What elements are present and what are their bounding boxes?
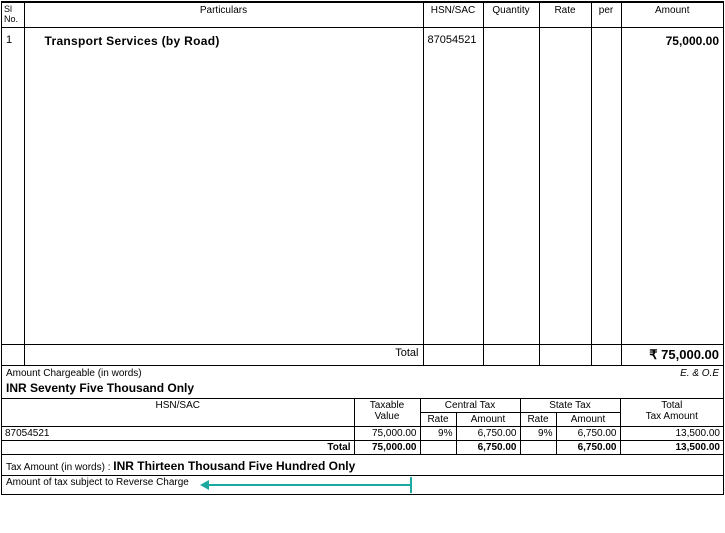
- tax-total-samt: 6,750.00: [556, 441, 620, 455]
- total-amount: ₹ 75,000.00: [621, 345, 723, 366]
- tax-total-label: Total: [2, 441, 354, 455]
- hdr-per: per: [591, 3, 621, 28]
- reverse-charge-row: Amount of tax subject to Reverse Charge: [2, 475, 723, 494]
- chargeable-label: Amount Chargeable (in words): [6, 368, 142, 379]
- hdr-hsn: HSN/SAC: [423, 3, 483, 28]
- tax-data-row: 87054521 75,000.00 9% 6,750.00 9% 6,750.…: [2, 427, 723, 441]
- tax-hdr-samt: Amount: [556, 413, 620, 427]
- tax-total-tot: 13,500.00: [620, 441, 723, 455]
- tax-row-taxable: 75,000.00: [354, 427, 420, 441]
- item-name: Transport Services (by Road): [24, 27, 423, 50]
- tax-hdr-total: Total Tax Amount: [620, 399, 723, 427]
- reverse-charge-label: Amount of tax subject to Reverse Charge: [6, 477, 189, 488]
- tax-row-crate: 9%: [420, 427, 456, 441]
- arrow-bar: [410, 477, 412, 493]
- item-row: 1 Transport Services (by Road) 87054521 …: [2, 27, 723, 50]
- tax-hdr-crate: Rate: [420, 413, 456, 427]
- hdr-qty: Quantity: [483, 3, 539, 28]
- eoe-text: E. & O.E: [680, 368, 719, 379]
- tax-hdr-central: Central Tax: [420, 399, 520, 413]
- chargeable-words: INR Seventy Five Thousand Only: [2, 381, 723, 398]
- hdr-amount: Amount: [621, 3, 723, 28]
- tax-total-row: Total 75,000.00 6,750.00 6,750.00 13,500…: [2, 441, 723, 455]
- items-table: Sl No. Particulars HSN/SAC Quantity Rate…: [2, 2, 723, 366]
- tax-row-srate: 9%: [520, 427, 556, 441]
- item-hsn: 87054521: [423, 27, 483, 50]
- tax-words-label: Tax Amount (in words) :: [6, 462, 110, 473]
- tax-words-row: Tax Amount (in words) : INR Thirteen Tho…: [2, 455, 723, 475]
- item-rate: [539, 27, 591, 50]
- item-no: 1: [2, 27, 24, 50]
- tax-hdr-srate: Rate: [520, 413, 556, 427]
- hdr-rate: Rate: [539, 3, 591, 28]
- tax-hdr-hsn: HSN/SAC: [2, 399, 354, 427]
- tax-header-row-1: HSN/SAC Taxable Value Central Tax State …: [2, 399, 723, 413]
- tax-words-value: INR Thirteen Thousand Five Hundred Only: [113, 459, 355, 473]
- tax-total-camt: 6,750.00: [456, 441, 520, 455]
- tax-row-hsn: 87054521: [2, 427, 354, 441]
- chargeable-label-row: Amount Chargeable (in words) E. & O.E: [2, 366, 723, 381]
- tax-hdr-camt: Amount: [456, 413, 520, 427]
- arrow-line: [205, 484, 410, 486]
- hdr-sl: Sl No.: [2, 3, 24, 28]
- item-amount: 75,000.00: [621, 27, 723, 50]
- total-row: Total ₹ 75,000.00: [2, 345, 723, 366]
- header-row: Sl No. Particulars HSN/SAC Quantity Rate…: [2, 3, 723, 28]
- tax-hdr-state: State Tax: [520, 399, 620, 413]
- tax-row-tot: 13,500.00: [620, 427, 723, 441]
- tax-row-samt: 6,750.00: [556, 427, 620, 441]
- tax-table: HSN/SAC Taxable Value Central Tax State …: [2, 398, 723, 455]
- tax-total-taxable: 75,000.00: [354, 441, 420, 455]
- item-spacer: [2, 50, 723, 345]
- hdr-particulars: Particulars: [24, 3, 423, 28]
- total-label: Total: [24, 345, 423, 366]
- tax-row-camt: 6,750.00: [456, 427, 520, 441]
- item-qty: [483, 27, 539, 50]
- tax-hdr-taxable: Taxable Value: [354, 399, 420, 427]
- item-per: [591, 27, 621, 50]
- invoice-container: Sl No. Particulars HSN/SAC Quantity Rate…: [1, 1, 724, 495]
